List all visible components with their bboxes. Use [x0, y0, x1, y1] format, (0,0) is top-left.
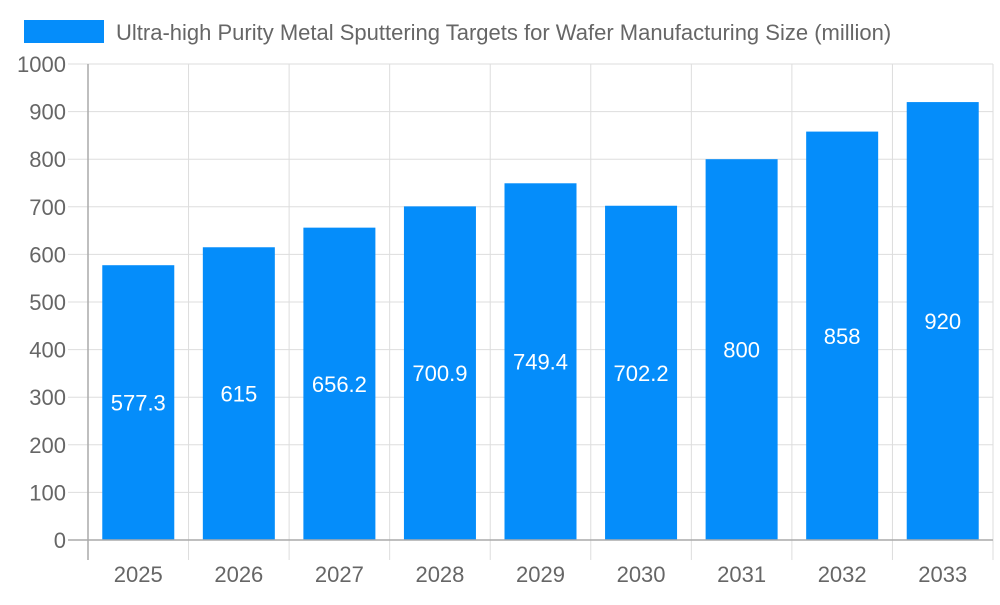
y-tick-label: 200: [29, 433, 66, 458]
bar-data-label: 920: [924, 309, 961, 334]
x-tick-label: 2028: [415, 562, 464, 587]
y-tick-label: 500: [29, 290, 66, 315]
x-tick-label: 2032: [818, 562, 867, 587]
bar-data-label: 800: [723, 338, 760, 363]
bar-data-label: 700.9: [412, 361, 467, 386]
x-tick-label: 2027: [315, 562, 364, 587]
x-tick-label: 2025: [114, 562, 163, 587]
bar-data-label: 749.4: [513, 350, 568, 375]
bar: [806, 131, 879, 541]
y-tick-label: 1000: [17, 52, 66, 77]
bar-data-label: 577.3: [111, 391, 166, 416]
x-tick-label: 2031: [717, 562, 766, 587]
x-tick-label: 2030: [617, 562, 666, 587]
bar-data-label: 615: [220, 382, 257, 407]
bar-data-label: 858: [824, 324, 861, 349]
y-tick-label: 0: [54, 528, 66, 553]
axes: 0 100 200 300 400 500 600 700 800 900 1000 2025 2026…: [17, 52, 993, 587]
bar: [504, 183, 577, 541]
legend-swatch: [24, 20, 104, 43]
legend[interactable]: Ultra-high Purity Metal Sputtering Targe…: [24, 20, 891, 45]
y-tick-label: 800: [29, 147, 66, 172]
y-tick-label: 700: [29, 195, 66, 220]
bar: [102, 265, 175, 540]
x-tick-label: 2029: [516, 562, 565, 587]
y-tick-label: 900: [29, 100, 66, 125]
bar-data-label: 656.2: [312, 372, 367, 397]
bar: [906, 102, 979, 540]
x-tick-label: 2026: [214, 562, 263, 587]
y-tick-label: 100: [29, 480, 66, 505]
bar: [403, 206, 476, 541]
y-tick-label: 400: [29, 338, 66, 363]
bar: [303, 227, 376, 540]
bar-data-label: 702.2: [614, 361, 669, 386]
bar: [605, 205, 678, 540]
legend-label: Ultra-high Purity Metal Sputtering Targe…: [116, 20, 891, 45]
bar: [202, 247, 275, 540]
bar: [705, 159, 778, 540]
y-tick-label: 600: [29, 242, 66, 267]
bars: 577.3 615 656.2 700.9 749.4 702.2 800 858 920: [102, 102, 979, 541]
y-tick-label: 300: [29, 385, 66, 410]
x-tick-label: 2033: [918, 562, 967, 587]
